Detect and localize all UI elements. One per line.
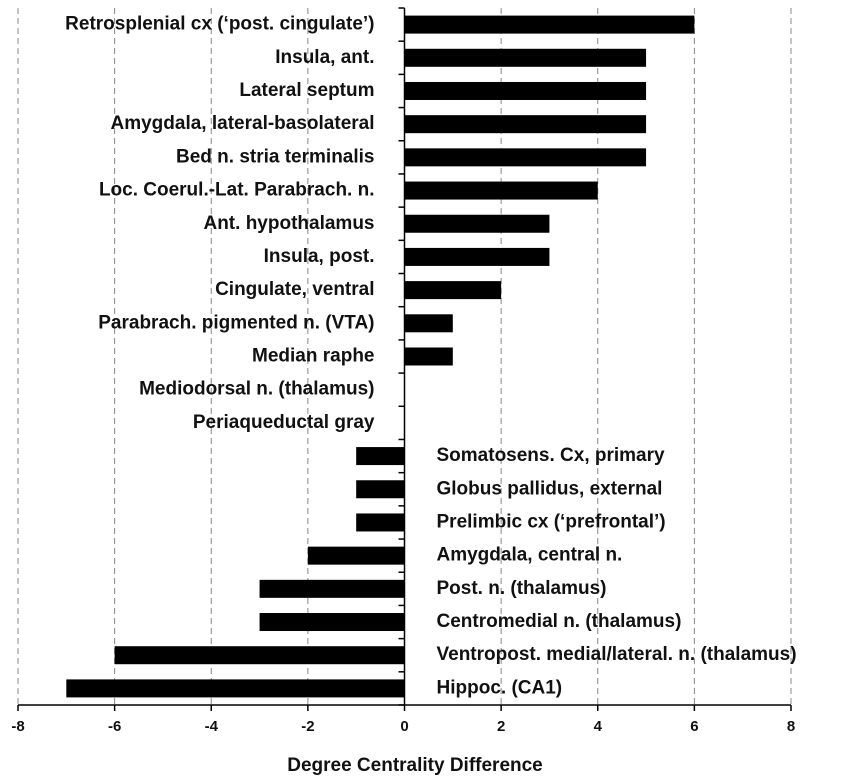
x-axis-label: Degree Centrality Difference bbox=[287, 755, 543, 776]
bar bbox=[356, 447, 405, 466]
bar bbox=[404, 281, 502, 300]
x-tick-label: -8 bbox=[11, 718, 24, 735]
x-tick-label: -2 bbox=[301, 718, 314, 735]
bar bbox=[404, 115, 647, 134]
category-label: Bed n. stria terminalis bbox=[176, 146, 375, 167]
category-label: Lateral septum bbox=[239, 80, 374, 101]
bar bbox=[404, 15, 695, 34]
bar bbox=[404, 314, 453, 333]
category-label: Parabrach. pigmented n. (VTA) bbox=[98, 312, 374, 333]
category-label: Median raphe bbox=[252, 346, 374, 367]
bar bbox=[307, 546, 405, 565]
category-label: Periaqueductal gray bbox=[193, 412, 375, 433]
category-label: Insula, post. bbox=[264, 246, 375, 267]
x-tick-label: 6 bbox=[690, 718, 698, 735]
bar bbox=[66, 679, 405, 698]
bar bbox=[404, 48, 647, 67]
category-label: Loc. Coerul.-Lat. Parabrach. n. bbox=[99, 180, 375, 201]
x-tick-label: -4 bbox=[205, 718, 219, 735]
bar bbox=[404, 247, 550, 266]
bar bbox=[404, 214, 550, 233]
category-label: Amygdala, central n. bbox=[437, 545, 623, 566]
category-label: Cingulate, ventral bbox=[215, 279, 374, 300]
bar bbox=[356, 480, 405, 499]
category-label: Prelimbic cx (‘prefrontal’) bbox=[437, 511, 666, 532]
category-label: Centromedial n. (thalamus) bbox=[437, 611, 682, 632]
x-tick-label: 4 bbox=[594, 718, 603, 735]
category-label: Amygdala, lateral-basolateral bbox=[111, 113, 375, 134]
bar bbox=[259, 613, 405, 632]
x-tick-label: 8 bbox=[787, 718, 795, 735]
x-tick-label: 2 bbox=[497, 718, 505, 735]
x-tick-label: -6 bbox=[108, 718, 121, 735]
category-label: Ant. hypothalamus bbox=[203, 213, 374, 234]
category-label: Hippoc. (CA1) bbox=[437, 677, 563, 698]
bar bbox=[404, 81, 647, 100]
x-tick-label: 0 bbox=[400, 718, 408, 735]
category-label: Somatosens. Cx, primary bbox=[437, 445, 666, 466]
category-label: Mediodorsal n. (thalamus) bbox=[139, 379, 374, 400]
category-label: Insula, ant. bbox=[275, 47, 374, 68]
category-label: Ventropost. medial/lateral. n. (thalamus… bbox=[437, 644, 797, 665]
category-label: Post. n. (thalamus) bbox=[437, 578, 607, 599]
bar bbox=[356, 513, 405, 532]
bar bbox=[114, 646, 405, 665]
bar bbox=[259, 579, 405, 598]
category-label: Retrosplenial cx (‘post. cingulate’) bbox=[65, 14, 374, 35]
bar bbox=[404, 347, 453, 366]
bar bbox=[404, 181, 598, 200]
bar bbox=[404, 148, 647, 167]
category-label: Globus pallidus, external bbox=[437, 478, 663, 499]
